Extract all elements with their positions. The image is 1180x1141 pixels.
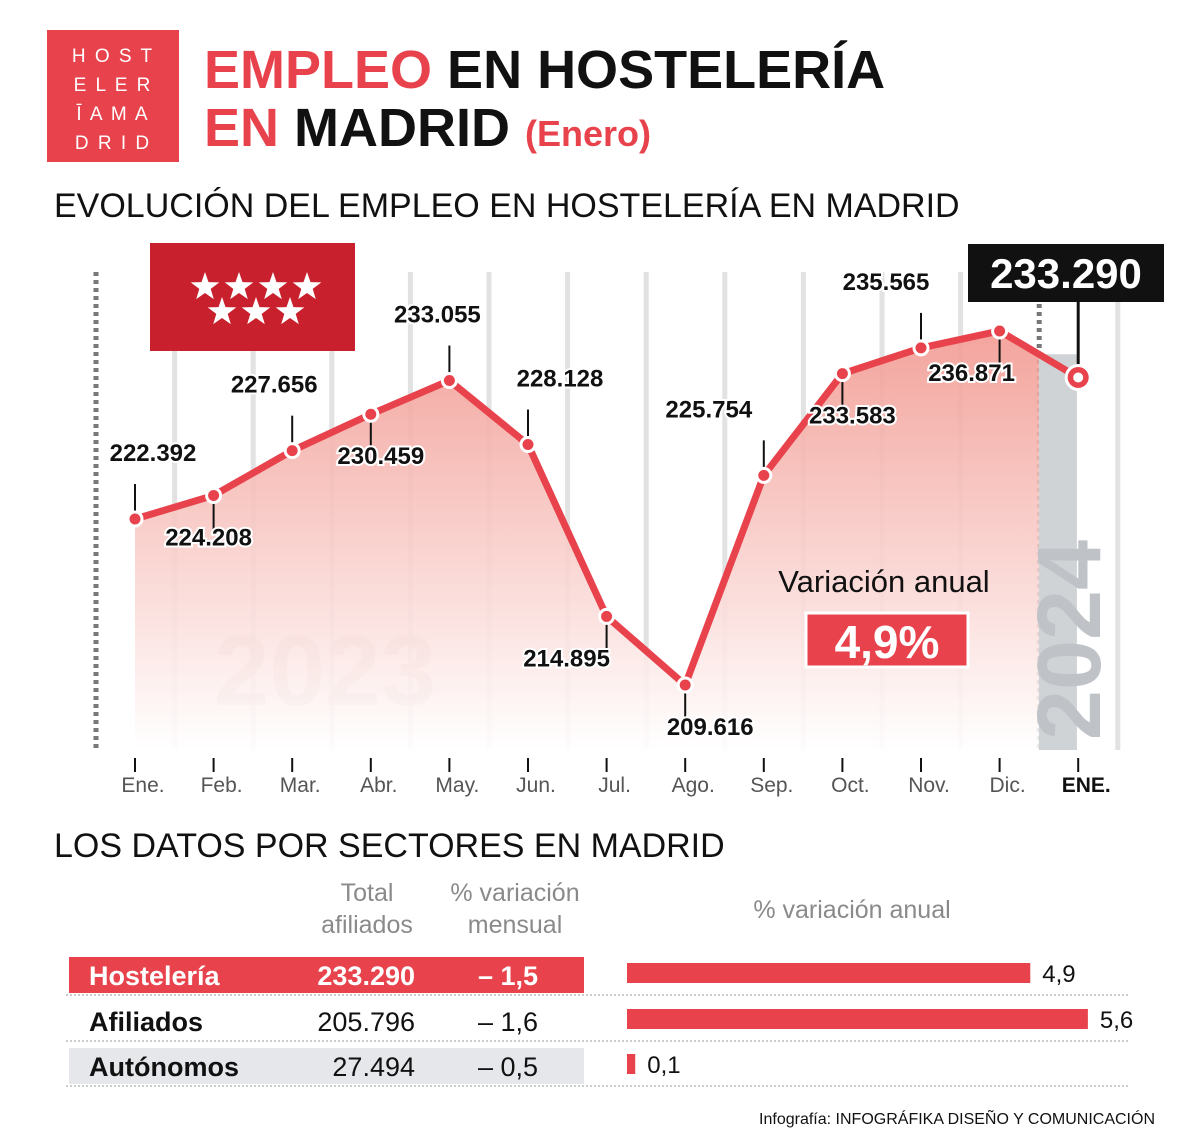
- x-tick-label: ENE.: [1062, 774, 1111, 797]
- star-icon: [190, 272, 220, 300]
- data-label: 228.128: [517, 366, 604, 393]
- data-point: [598, 607, 616, 625]
- line-chart: 20232024Ene.222.392Feb.224.208Mar.227.65…: [93, 243, 1164, 797]
- x-tick-label: Jul.: [598, 774, 631, 797]
- x-tick-label: Dic.: [990, 774, 1026, 797]
- data-label: 230.459: [337, 443, 424, 470]
- data-point: [362, 405, 380, 423]
- data-label: 235.565: [843, 269, 930, 296]
- anual-bar-label: 5,6: [1100, 1007, 1133, 1034]
- current-value-label: 233.290: [990, 250, 1142, 297]
- row-mensual: – 1,6: [478, 1007, 538, 1037]
- data-point: [126, 510, 144, 528]
- svg-text:D R I D: D R I D: [75, 133, 151, 154]
- x-tick-label: Nov.: [908, 774, 950, 797]
- data-label: 209.616: [667, 714, 754, 741]
- header-total-2: afiliados: [321, 911, 413, 939]
- x-tick-label: Oct.: [831, 774, 870, 797]
- data-label: 227.656: [231, 372, 318, 399]
- svg-text:E L E R: E L E R: [74, 75, 153, 96]
- data-label: 224.208: [165, 524, 252, 551]
- year-label-2024: 2024: [1020, 540, 1120, 740]
- annual-variation-box: [804, 611, 970, 669]
- data-point-current-center: [1073, 372, 1084, 383]
- main-title-line1: EMPLEO EN HOSTELERÍA: [204, 40, 885, 100]
- flag-background: [150, 243, 355, 351]
- anual-bar: [627, 1009, 1088, 1029]
- row-mensual: – 1,5: [478, 961, 538, 991]
- star-icon: [224, 272, 254, 300]
- credit: Infografía: INFOGRÁFIKA DISEÑO Y COMUNIC…: [759, 1108, 1155, 1128]
- row-background: [69, 1048, 584, 1084]
- x-tick-label: May.: [435, 774, 479, 797]
- hosteleria-madrid-logo: H O S T E L E R Ī A M A D R I D: [47, 30, 179, 162]
- star-icon: [207, 297, 237, 325]
- data-point: [205, 486, 223, 504]
- row-name: Afiliados: [89, 1007, 203, 1037]
- data-point: [991, 322, 1009, 340]
- row-total: 27.494: [332, 1052, 415, 1082]
- data-label: 233.583: [809, 403, 896, 430]
- star-icon: [292, 272, 322, 300]
- star-icon: [275, 297, 305, 325]
- data-point: [833, 365, 851, 383]
- sectors-table: Hostelería 233.290 – 1,5 4,9 Afiliados 205.79…: [66, 957, 1133, 1087]
- anual-bar: [627, 963, 1031, 983]
- area-2024: [1038, 354, 1077, 750]
- main-title-line2: EN MADRID (Enero): [204, 98, 651, 158]
- star-icon: [241, 297, 271, 325]
- data-label: 225.754: [665, 396, 752, 423]
- star-icon: [258, 272, 288, 300]
- data-label: 236.871: [928, 360, 1015, 387]
- data-point: [519, 436, 537, 454]
- data-point: [755, 466, 773, 484]
- header-total-1: Total: [341, 879, 394, 907]
- row-name: Autónomos: [89, 1052, 239, 1082]
- data-point: [912, 339, 930, 357]
- svg-text:Ī A M A: Ī A M A: [76, 104, 149, 125]
- data-point: [283, 442, 301, 460]
- x-tick-label: Sep.: [750, 774, 793, 797]
- row-total: 205.796: [317, 1007, 415, 1037]
- svg-text:H O S T: H O S T: [72, 46, 154, 67]
- row-name: Hostelería: [89, 961, 221, 991]
- x-tick-label: Abr.: [360, 774, 397, 797]
- x-tick-label: Ene.: [121, 774, 164, 797]
- annual-variation-value: 4,9%: [835, 616, 940, 668]
- madrid-flag-icon: [150, 243, 355, 351]
- data-label: 214.895: [523, 645, 610, 672]
- anual-bar: [627, 1054, 636, 1074]
- row-total: 233.290: [317, 961, 415, 991]
- annual-variation-label: Variación anual: [778, 564, 989, 599]
- x-tick-label: Feb.: [201, 774, 243, 797]
- data-label: 233.055: [394, 302, 481, 329]
- chart-title: EVOLUCIÓN DEL EMPLEO EN HOSTELERÍA EN MA…: [54, 187, 960, 225]
- current-value-box: [968, 244, 1164, 302]
- anual-bar-label: 0,1: [647, 1052, 680, 1079]
- data-label: 222.392: [110, 440, 197, 467]
- data-point: [676, 676, 694, 694]
- x-tick-label: Mar.: [280, 774, 321, 797]
- header-anual: % variación anual: [753, 896, 950, 924]
- row-highlight: [69, 957, 584, 993]
- row-mensual: – 0,5: [478, 1052, 538, 1082]
- x-tick-label: Ago.: [672, 774, 715, 797]
- data-point: [440, 372, 458, 390]
- x-tick-label: Jun.: [516, 774, 556, 797]
- anual-bar-label: 4,9: [1042, 961, 1075, 988]
- sectors-title: LOS DATOS POR SECTORES EN MADRID: [54, 827, 725, 865]
- header-mensual-2: mensual: [468, 911, 563, 939]
- header-mensual-1: % variación: [450, 879, 579, 907]
